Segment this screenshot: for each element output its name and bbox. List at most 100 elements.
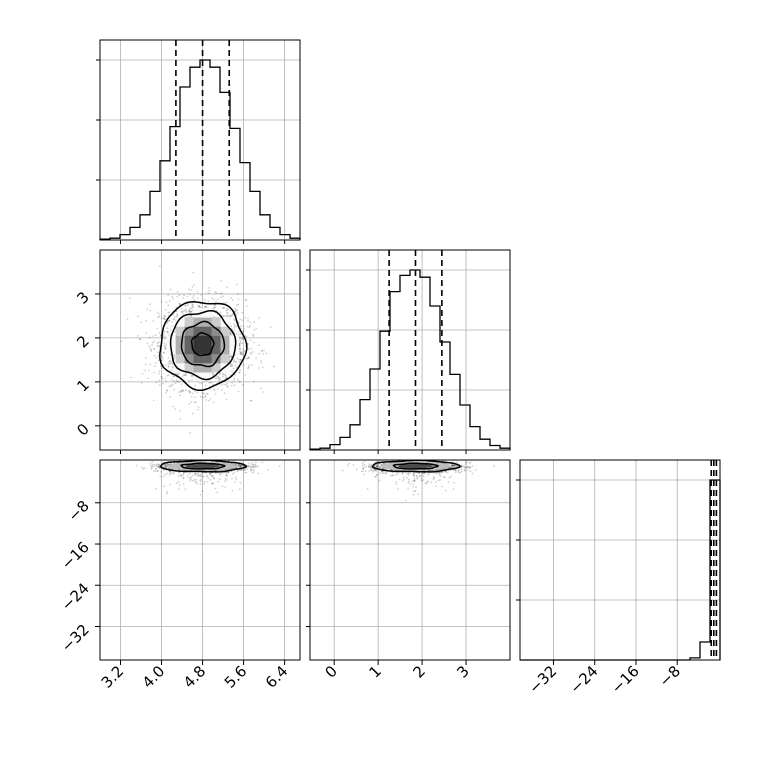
scatter-point bbox=[235, 309, 238, 312]
scatter-point bbox=[240, 460, 243, 463]
scatter-point bbox=[158, 345, 161, 348]
scatter-point bbox=[159, 365, 162, 368]
scatter-point bbox=[230, 297, 233, 300]
scatter-point bbox=[222, 373, 225, 376]
scatter-point bbox=[465, 466, 467, 469]
scatter-point bbox=[376, 473, 379, 476]
density-cell bbox=[211, 353, 222, 364]
scatter-point bbox=[191, 286, 194, 288]
scatter-point bbox=[199, 493, 202, 496]
scatter-point bbox=[236, 309, 238, 312]
scatter-point bbox=[249, 321, 252, 324]
scatter-point bbox=[182, 477, 185, 480]
scatter-point bbox=[233, 360, 235, 363]
scatter-point bbox=[218, 378, 220, 381]
scatter-point bbox=[158, 379, 161, 382]
scatter-point bbox=[157, 359, 160, 362]
scatter-point bbox=[240, 358, 242, 361]
scatter-point bbox=[163, 314, 166, 317]
scatter-point bbox=[169, 288, 172, 291]
scatter-point bbox=[241, 353, 243, 356]
scatter-point bbox=[173, 379, 176, 382]
scatter-point bbox=[172, 472, 175, 475]
scatter-point bbox=[381, 470, 384, 473]
scatter-point bbox=[372, 470, 374, 473]
scatter-point bbox=[247, 366, 250, 369]
scatter-point bbox=[216, 491, 218, 494]
scatter-point bbox=[221, 375, 224, 378]
scatter-point bbox=[224, 383, 227, 386]
scatter-point bbox=[160, 375, 163, 378]
scatter-point bbox=[362, 470, 365, 473]
scatter-point bbox=[152, 320, 155, 322]
scatter-point bbox=[179, 418, 182, 420]
scatter-point bbox=[172, 354, 175, 357]
scatter-point bbox=[164, 315, 166, 318]
density-cell bbox=[202, 371, 213, 382]
scatter-point bbox=[157, 465, 160, 468]
scatter-point bbox=[176, 290, 179, 293]
scatter-point bbox=[148, 369, 151, 372]
scatter-point bbox=[243, 465, 245, 468]
scatter-point bbox=[174, 408, 177, 410]
scatter-point bbox=[233, 377, 236, 380]
scatter-point bbox=[156, 345, 159, 348]
scatter-point bbox=[250, 463, 253, 466]
scatter-point bbox=[221, 472, 224, 475]
scatter-point bbox=[249, 465, 252, 468]
scatter-point bbox=[442, 476, 445, 479]
scatter-point bbox=[158, 463, 161, 466]
scatter-point bbox=[399, 457, 401, 459]
scatter-point bbox=[196, 472, 199, 474]
scatter-point bbox=[177, 481, 180, 484]
scatter-point bbox=[180, 383, 183, 386]
scatter-point bbox=[142, 467, 145, 470]
scatter-point bbox=[263, 349, 266, 352]
scatter-point bbox=[260, 350, 263, 353]
scatter-point bbox=[258, 352, 260, 355]
scatter-point bbox=[460, 466, 463, 469]
scatter-point bbox=[420, 479, 423, 482]
scatter-point bbox=[239, 350, 241, 353]
scatter-point bbox=[163, 344, 166, 347]
scatter-point bbox=[197, 406, 200, 409]
scatter-point bbox=[215, 292, 218, 295]
scatter-point bbox=[447, 481, 450, 483]
contour-line-0-1 bbox=[180, 320, 226, 368]
density-cell bbox=[220, 344, 230, 355]
scatter-point bbox=[212, 307, 215, 310]
scatter-point bbox=[450, 464, 453, 467]
scatter-point bbox=[382, 462, 385, 465]
scatter-point bbox=[250, 469, 253, 471]
scatter-point bbox=[239, 340, 242, 342]
scatter-point bbox=[171, 320, 174, 323]
scatter-point bbox=[162, 317, 165, 320]
scatter-point bbox=[144, 356, 147, 359]
scatter-point bbox=[164, 337, 167, 340]
scatter-point bbox=[240, 465, 243, 468]
scatter-point bbox=[252, 335, 255, 337]
scatter-point bbox=[156, 470, 159, 472]
scatter-point bbox=[434, 472, 437, 475]
scatter-point bbox=[443, 476, 446, 478]
scatter-point bbox=[231, 489, 234, 492]
scatter-point bbox=[205, 305, 208, 308]
scatter-point bbox=[182, 472, 185, 475]
scatter-point bbox=[184, 310, 187, 312]
scatter-point bbox=[258, 344, 261, 347]
scatter-point bbox=[216, 298, 219, 301]
scatter-point bbox=[395, 473, 397, 476]
scatter-point bbox=[246, 325, 249, 328]
scatter-point bbox=[234, 360, 237, 363]
scatter-point bbox=[257, 367, 260, 369]
scatter-point bbox=[188, 477, 191, 480]
scatter-point bbox=[217, 377, 219, 380]
scatter-point bbox=[377, 464, 380, 466]
scatter-point bbox=[171, 363, 174, 365]
scatter-point bbox=[249, 353, 252, 355]
scatter-point bbox=[128, 297, 131, 300]
scatter-point bbox=[441, 485, 443, 488]
hist-frame-1 bbox=[309, 249, 511, 451]
scatter-point bbox=[413, 479, 416, 482]
scatter-point bbox=[153, 348, 156, 350]
